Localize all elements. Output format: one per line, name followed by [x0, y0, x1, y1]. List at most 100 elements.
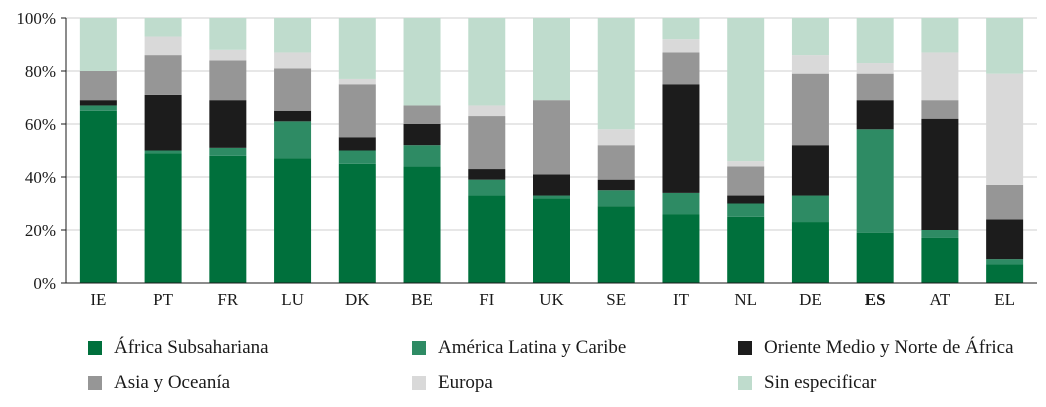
bar-segment-el-5 — [986, 18, 1024, 74]
bar-segment-at-1 — [921, 230, 959, 238]
bar-segment-dk-1 — [338, 150, 376, 164]
bar-segment-fr-0 — [209, 155, 247, 283]
bar-segment-dk-3 — [338, 84, 376, 138]
bar-segment-at-2 — [921, 118, 959, 230]
x-tick-label: BE — [411, 290, 433, 309]
bar-segment-ie-2 — [79, 100, 117, 106]
bar-segment-uk-2 — [533, 174, 570, 196]
bar-segment-fi-0 — [468, 195, 506, 283]
bar-segment-de-1 — [791, 195, 829, 223]
bar-segment-it-3 — [662, 52, 700, 85]
bar-segment-fi-2 — [468, 169, 506, 180]
bar-segment-fr-5 — [209, 18, 247, 50]
bar-segment-ie-3 — [79, 71, 117, 101]
bar-segment-it-5 — [662, 18, 700, 40]
axes: 0% 20% 40% 60% 80% 100% IE PT FR LU DK BE FI UK SE IT NL… — [16, 9, 1037, 309]
bar-stack-nl — [727, 18, 765, 283]
bar-segment-ie-0 — [79, 110, 117, 283]
bar-segment-el-1 — [986, 259, 1024, 265]
x-tick-label: FR — [217, 290, 238, 309]
bar-segment-lu-5 — [274, 18, 312, 53]
bar-segment-nl-5 — [727, 18, 765, 162]
x-tick-label: ES — [865, 290, 886, 309]
bar-segment-se-4 — [597, 129, 635, 146]
bar-segment-it-0 — [662, 214, 700, 283]
bar-segment-se-0 — [597, 206, 635, 283]
bar-segment-be-0 — [403, 166, 441, 283]
x-tick-label: SE — [606, 290, 626, 309]
bar-stack-it — [662, 18, 700, 283]
bar-segment-uk-5 — [533, 18, 570, 101]
bar-segment-dk-4 — [338, 78, 376, 85]
bar-segment-lu-0 — [274, 158, 312, 283]
bar-segment-it-1 — [662, 192, 700, 215]
y-tick-label: 100% — [16, 9, 56, 28]
bar-stack-lu — [274, 18, 312, 283]
bar-stack-de — [791, 18, 829, 283]
y-tick-label: 80% — [25, 62, 56, 81]
bar-segment-el-2 — [986, 219, 1024, 260]
bar-segment-be-5 — [403, 18, 441, 106]
x-tick-label: PT — [153, 290, 173, 309]
bar-segment-pt-2 — [144, 94, 182, 151]
bar-segment-fi-4 — [468, 105, 506, 117]
x-tick-label: DK — [345, 290, 370, 309]
x-tick-label: IT — [673, 290, 690, 309]
bar-segment-se-5 — [597, 18, 635, 130]
bar-segment-be-2 — [403, 124, 441, 146]
bar-segment-uk-3 — [533, 100, 570, 175]
bar-stack-be — [403, 18, 441, 283]
bar-segment-de-2 — [791, 145, 829, 196]
y-tick-label: 40% — [25, 168, 56, 187]
bar-segment-pt-0 — [144, 153, 182, 283]
bar-segment-be-1 — [403, 145, 441, 167]
bar-segment-pt-5 — [144, 18, 182, 37]
bar-segment-el-0 — [986, 264, 1024, 283]
bar-segment-dk-5 — [338, 18, 376, 79]
bar-segment-es-5 — [856, 18, 894, 64]
bar-segment-de-3 — [791, 73, 829, 146]
bar-segment-se-1 — [597, 190, 635, 207]
bar-segment-fi-1 — [468, 179, 506, 196]
y-tick-label: 0% — [33, 274, 56, 293]
bar-segment-es-0 — [856, 232, 894, 283]
bar-segment-lu-4 — [274, 52, 312, 69]
bar-segment-pt-3 — [144, 55, 182, 95]
bar-segment-dk-0 — [338, 163, 376, 283]
bar-stack-fr — [209, 18, 247, 283]
bar-segment-fr-4 — [209, 49, 247, 61]
bar-segment-at-4 — [921, 52, 959, 101]
x-tick-label: FI — [479, 290, 494, 309]
bar-segment-nl-3 — [727, 166, 765, 196]
bar-segment-fr-1 — [209, 147, 247, 156]
bar-segment-it-2 — [662, 84, 700, 193]
bar-segment-uk-0 — [533, 198, 570, 283]
bar-stack-pt — [144, 18, 182, 283]
x-tick-label: AT — [930, 290, 951, 309]
bar-segment-es-3 — [856, 73, 894, 101]
bar-segment-it-4 — [662, 39, 700, 53]
bar-stack-at — [921, 18, 959, 283]
bar-segment-at-5 — [921, 18, 959, 53]
x-tick-label: UK — [539, 290, 564, 309]
bar-stack-es — [856, 18, 894, 283]
bar-segment-uk-1 — [533, 195, 570, 199]
bar-segment-es-4 — [856, 63, 894, 74]
bar-segment-lu-1 — [274, 121, 312, 159]
bar-segment-es-2 — [856, 100, 894, 130]
bar-segment-se-3 — [597, 145, 635, 180]
bar-segment-ie-5 — [79, 18, 117, 71]
bar-segment-be-3 — [403, 105, 441, 124]
bar-segment-pt-4 — [144, 36, 182, 56]
bar-segment-lu-2 — [274, 110, 312, 122]
bar-segment-el-3 — [986, 184, 1024, 220]
bar-stack-se — [597, 18, 635, 283]
bar-stack-dk — [338, 18, 376, 283]
bar-segment-de-0 — [791, 222, 829, 283]
bar-stack-uk — [533, 18, 570, 283]
bar-segment-fr-3 — [209, 60, 247, 101]
bars — [79, 18, 1024, 283]
bar-segment-fi-5 — [468, 18, 506, 106]
x-tick-label: NL — [734, 290, 757, 309]
